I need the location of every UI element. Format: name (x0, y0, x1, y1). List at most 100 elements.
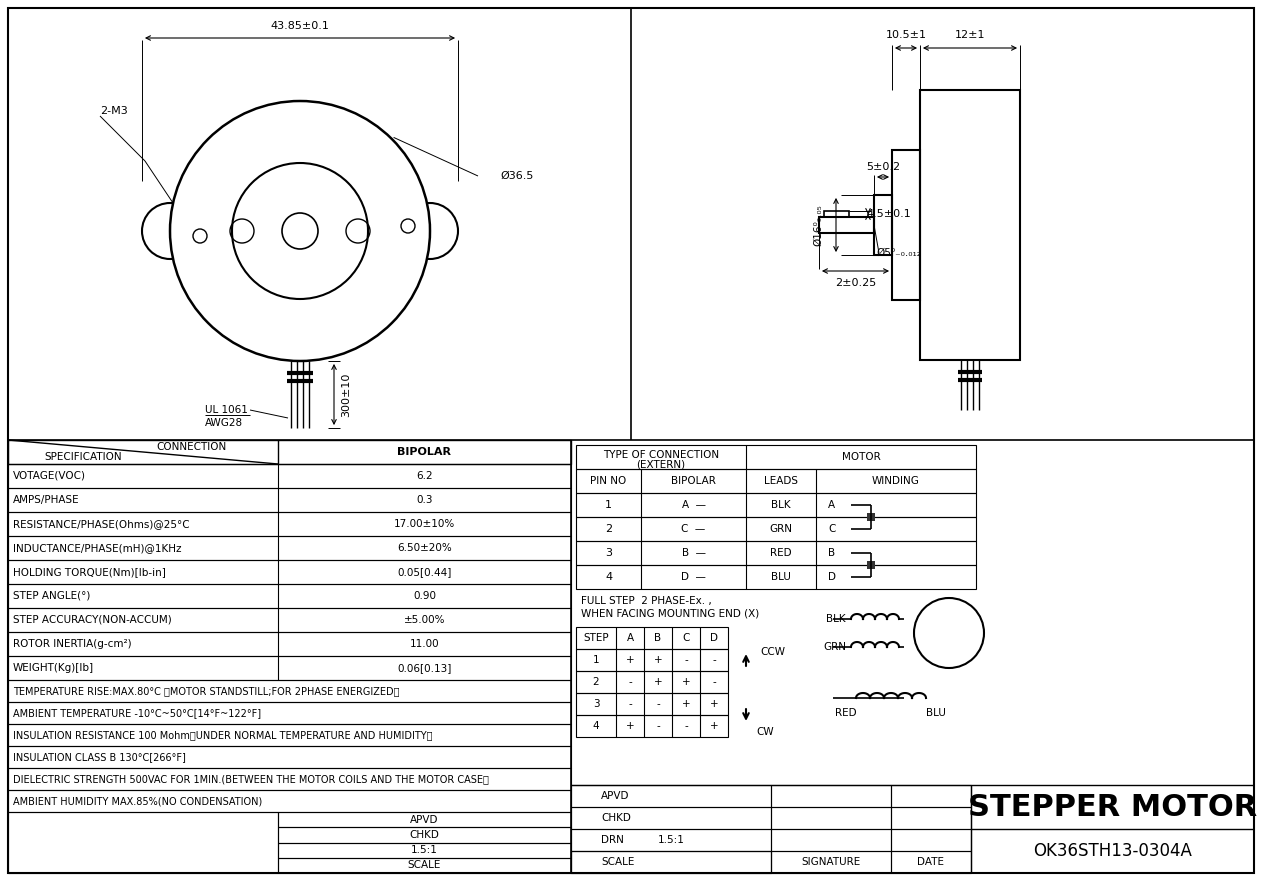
Bar (8, 440, 570, 464)
Text: -: - (628, 677, 632, 687)
Bar (278, 858, 570, 873)
Circle shape (403, 203, 458, 259)
Bar (575, 493, 976, 517)
Bar (570, 851, 771, 873)
Bar (8, 768, 570, 790)
Bar (8, 560, 570, 584)
Bar (575, 469, 976, 493)
Text: +: + (681, 677, 690, 687)
Text: FULL STEP  2 PHASE-Ex. ,: FULL STEP 2 PHASE-Ex. , (581, 596, 712, 606)
Text: 5±0.2: 5±0.2 (866, 162, 900, 172)
Bar (8, 536, 570, 560)
Text: DIELECTRIC STRENGTH 500VAC FOR 1MIN.(BETWEEN THE MOTOR COILS AND THE MOTOR CASE）: DIELECTRIC STRENGTH 500VAC FOR 1MIN.(BET… (13, 774, 488, 784)
Text: +: + (709, 721, 718, 731)
Bar (891, 851, 970, 873)
Bar (575, 649, 728, 671)
Text: +: + (626, 655, 635, 665)
Text: Ø36.5: Ø36.5 (500, 171, 534, 181)
Text: SPECIFICATION: SPECIFICATION (44, 452, 122, 463)
Text: BLU: BLU (926, 708, 946, 718)
Circle shape (170, 101, 430, 361)
Text: VOTAGE(VOC): VOTAGE(VOC) (13, 471, 86, 481)
Bar (8, 656, 570, 680)
Bar (771, 851, 891, 873)
Text: BIPOLAR: BIPOLAR (398, 447, 452, 457)
Bar (570, 829, 771, 851)
Text: 2±0.25: 2±0.25 (835, 278, 876, 288)
Bar (8, 746, 570, 768)
Bar (570, 851, 771, 873)
Text: 43.85±0.1: 43.85±0.1 (270, 21, 329, 31)
Text: STEP ACCURACY(NON-ACCUM): STEP ACCURACY(NON-ACCUM) (13, 615, 172, 625)
Text: C: C (683, 633, 690, 643)
Text: HOLDING TORQUE(Nm)[lb-in]: HOLDING TORQUE(Nm)[lb-in] (13, 567, 165, 577)
Text: INDUCTANCE/PHASE(mH)@1KHz: INDUCTANCE/PHASE(mH)@1KHz (13, 543, 182, 553)
Text: SCALE: SCALE (408, 861, 442, 870)
Text: A  —: A — (681, 500, 705, 510)
Text: 0.90: 0.90 (413, 591, 435, 601)
Text: AMBIENT TEMPERATURE -10°C~50°C[14°F~122°F]: AMBIENT TEMPERATURE -10°C~50°C[14°F~122°… (13, 708, 261, 718)
Text: A: A (626, 633, 634, 643)
Bar (875, 195, 892, 255)
Text: 6.50±20%: 6.50±20% (398, 543, 452, 553)
Bar (570, 807, 771, 829)
Text: RESISTANCE/PHASE(Ohms)@25°C: RESISTANCE/PHASE(Ohms)@25°C (13, 519, 189, 529)
Text: CCW: CCW (760, 647, 785, 657)
Bar (771, 829, 891, 851)
Text: TYPE OF CONNECTION: TYPE OF CONNECTION (603, 449, 719, 460)
Text: SCALE: SCALE (601, 857, 635, 867)
Text: 4: 4 (593, 721, 599, 731)
Bar (575, 693, 728, 715)
Text: -: - (684, 721, 688, 731)
Text: DATE: DATE (917, 857, 944, 867)
Text: +: + (681, 699, 690, 709)
Text: GRN: GRN (823, 642, 846, 652)
Bar (891, 785, 970, 807)
Text: UL 1061: UL 1061 (204, 405, 247, 415)
Text: B: B (655, 633, 661, 643)
Bar (771, 807, 891, 829)
Text: D: D (828, 572, 835, 582)
Text: CHKD: CHKD (410, 830, 439, 840)
Text: ROTOR INERTIA(g-cm²): ROTOR INERTIA(g-cm²) (13, 639, 131, 649)
Bar (867, 513, 875, 521)
Text: B  —: B — (681, 548, 705, 558)
Text: TEMPERATURE RISE:MAX.80°C （MOTOR STANDSTILL;FOR 2PHASE ENERGIZED）: TEMPERATURE RISE:MAX.80°C （MOTOR STANDST… (13, 686, 400, 696)
Bar (575, 627, 728, 649)
Text: -: - (712, 655, 716, 665)
Text: 0.06[0.13]: 0.06[0.13] (398, 663, 452, 673)
Text: 1.5:1: 1.5:1 (411, 845, 438, 855)
Text: INSULATION CLASS B 130°C[266°F]: INSULATION CLASS B 130°C[266°F] (13, 752, 186, 762)
Text: Ø16⁰₀.₀₅: Ø16⁰₀.₀₅ (813, 204, 823, 246)
Bar (278, 842, 570, 858)
Text: 0.05[0.44]: 0.05[0.44] (398, 567, 452, 577)
Bar (891, 829, 970, 851)
Text: 3: 3 (593, 699, 599, 709)
Text: C: C (828, 524, 835, 534)
Text: RED: RED (835, 708, 857, 718)
Bar (8, 488, 570, 512)
Text: WHEN FACING MOUNTING END (X): WHEN FACING MOUNTING END (X) (581, 609, 760, 619)
Text: -: - (656, 699, 660, 709)
Text: -: - (628, 699, 632, 709)
Text: 4: 4 (604, 572, 612, 582)
Bar (891, 807, 970, 829)
Bar (8, 724, 570, 746)
Bar (819, 217, 875, 233)
Bar (824, 211, 849, 217)
Text: GRN: GRN (770, 524, 793, 534)
Text: BLK: BLK (827, 614, 846, 624)
Bar (8, 632, 570, 656)
Text: BLK: BLK (771, 500, 791, 510)
Circle shape (143, 203, 198, 259)
Text: STEPPER MOTOR: STEPPER MOTOR (968, 793, 1257, 821)
Bar (867, 561, 875, 569)
Text: CHKD: CHKD (601, 813, 631, 823)
Bar (8, 702, 570, 724)
Text: C  —: C — (681, 524, 705, 534)
Text: BIPOLAR: BIPOLAR (671, 476, 716, 486)
Bar (8, 608, 570, 632)
Text: A: A (828, 500, 835, 510)
Bar (8, 812, 278, 873)
Text: 1: 1 (593, 655, 599, 665)
